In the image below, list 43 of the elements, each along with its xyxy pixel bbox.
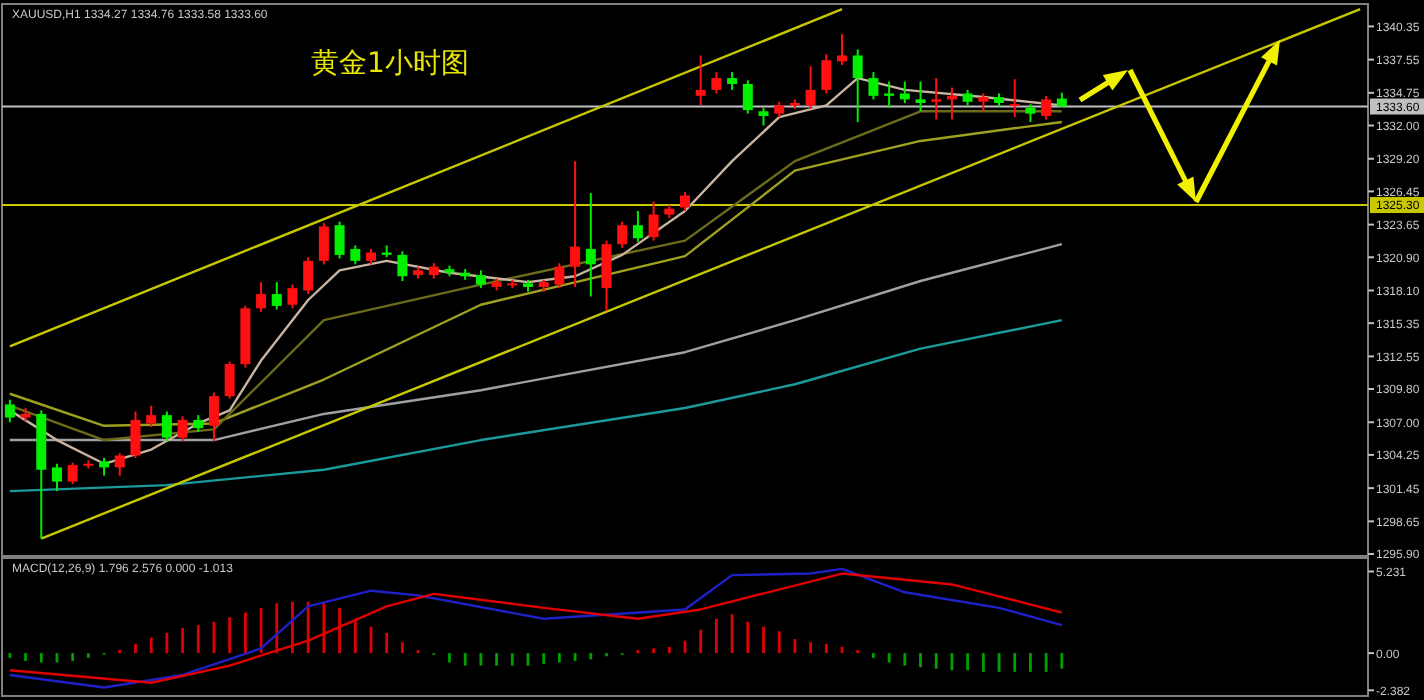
candlestick [711, 71, 722, 95]
candlestick [114, 452, 125, 477]
candlestick [271, 281, 282, 311]
candlestick [742, 79, 753, 115]
candlestick [695, 54, 706, 107]
candlestick [67, 461, 78, 485]
candlestick [1009, 78, 1020, 119]
candlestick [161, 410, 172, 443]
candlestick [397, 250, 408, 282]
candlestick [287, 283, 298, 310]
candlestick [601, 239, 612, 312]
candlestick [130, 410, 141, 459]
candlestick [334, 220, 345, 260]
candlestick [303, 256, 314, 296]
text: 黄金1小时图 [311, 48, 469, 80]
candlestick [805, 65, 816, 110]
candlestick [554, 262, 565, 290]
candlestick [899, 80, 910, 104]
candlestick [680, 190, 690, 212]
candlestick [915, 80, 926, 113]
line-series [8, 318, 1064, 493]
candlestick [350, 244, 361, 266]
candlestick [821, 53, 832, 95]
candlestick [648, 200, 659, 242]
candlestick [884, 80, 895, 109]
candlestick [868, 71, 879, 101]
candlestick [256, 281, 267, 313]
line-series [8, 243, 1064, 442]
candlestick [208, 391, 219, 443]
candlestick [1041, 94, 1052, 121]
candlestick [177, 415, 188, 443]
candlestick [931, 77, 942, 121]
candlestick [852, 48, 863, 123]
candlestick [224, 360, 235, 400]
candlestick [585, 192, 596, 298]
candlestick [51, 462, 62, 493]
candlestick [4, 398, 15, 424]
candlestick [617, 220, 628, 249]
candlestick [837, 33, 848, 66]
candlestick [632, 209, 643, 243]
candlestick [318, 221, 329, 266]
candlestick [570, 160, 581, 288]
candlestick [146, 404, 157, 428]
